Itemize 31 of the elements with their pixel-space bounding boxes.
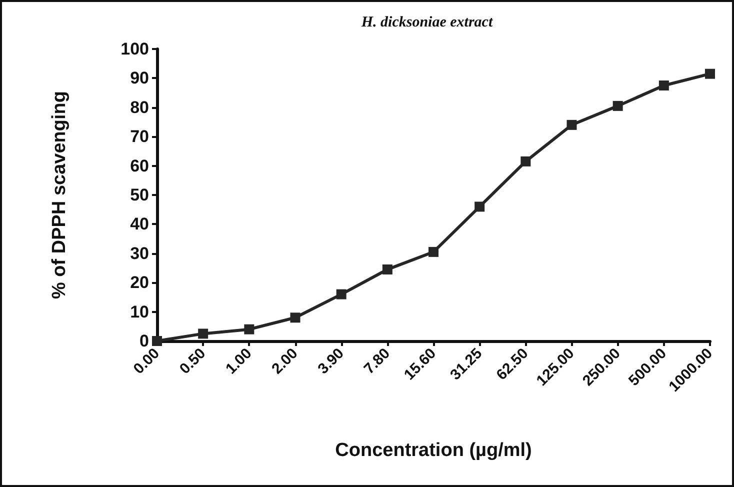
y-tick-label: 50 [130,186,149,204]
point [290,312,300,323]
point [658,80,669,90]
point [198,328,208,339]
y-tick-label: 40 [130,214,149,234]
chart-title: H. dicksoniae extract [360,14,494,30]
point [566,120,577,130]
y-tick-label: 10 [130,302,149,322]
y-tick-label: 30 [130,244,149,263]
y-tick-label: 70 [130,127,149,146]
x-tick-label: 7.80 [360,344,394,378]
point [382,264,392,274]
y-tick-label: 20 [130,273,149,292]
point [705,68,715,79]
point [428,246,438,257]
point [244,324,254,334]
x-tick-label: 1.00 [222,344,256,378]
x-tick-label: 0.50 [176,344,210,378]
y-tick-label: 0 [140,332,149,350]
y-axis-title: % of DPPH scavenging [49,91,70,299]
point [474,202,485,212]
x-tick-label: 3.90 [314,344,348,378]
point [336,289,346,300]
point [612,100,623,111]
y-tick-label: 90 [130,68,149,88]
y-tick-label: 60 [130,156,149,176]
point [152,336,162,346]
y-tick-label: 100 [120,40,149,58]
point [520,156,531,166]
y-tick-label: 80 [130,98,149,117]
x-axis-title: Concentration (µg/ml) [335,440,532,461]
